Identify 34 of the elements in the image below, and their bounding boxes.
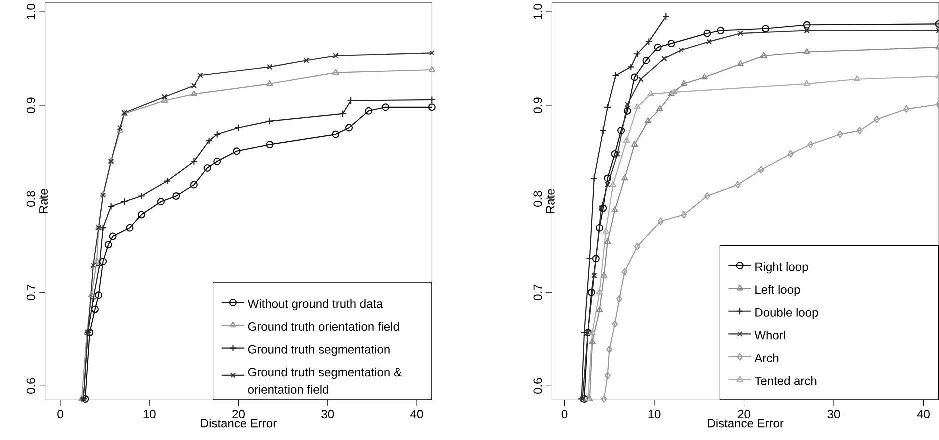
y-axis-title: Rate (546, 189, 555, 214)
y-tick-label: 1.0 (534, 4, 542, 20)
legend-label: Ground truth segmentation & orientation field (248, 368, 402, 394)
y-tick-label: 0.8 (26, 191, 36, 207)
y-tick-label: 0.8 (534, 191, 542, 207)
y-tick-label: 0.6 (534, 378, 542, 394)
y-tick-label: 0.6 (26, 378, 36, 394)
x-tick-label: 0 (58, 410, 64, 419)
legend-label: Ground truth segmentation (248, 344, 390, 356)
x-axis-title: Distance Error (201, 418, 277, 428)
legend-label: Ground truth orientation field (248, 322, 400, 331)
x-tick-label: 20 (738, 410, 750, 419)
x-tick-label: 0 (562, 410, 568, 419)
y-axis-title: Rate (40, 189, 48, 214)
x-tick-label: 10 (648, 410, 661, 419)
y-tick-label: 0.9 (26, 98, 36, 114)
legend-label: Right loop (756, 262, 808, 274)
y-tick-label: 0.7 (26, 284, 36, 300)
legend-label: Double loop (756, 308, 818, 320)
x-tick-label: 30 (828, 410, 840, 419)
x-tick-label: 20 (232, 410, 245, 419)
legend-label: Arch (754, 354, 779, 362)
legend-label: Whorl (754, 330, 786, 340)
y-tick-label: 0.9 (534, 98, 542, 114)
legend-label: Tented arch (754, 376, 817, 386)
y-tick-label: 0.7 (534, 284, 542, 300)
x-tick-label: 30 (322, 410, 334, 419)
legend-label: Without ground truth data (248, 299, 384, 311)
x-tick-label: 10 (144, 410, 156, 419)
x-tick-label: 40 (410, 410, 424, 419)
x-axis-title: Distance Error (708, 418, 784, 428)
legend-label: Left loop (756, 285, 800, 296)
x-tick-label: 40 (917, 410, 930, 419)
y-tick-label: 1.0 (26, 4, 36, 20)
